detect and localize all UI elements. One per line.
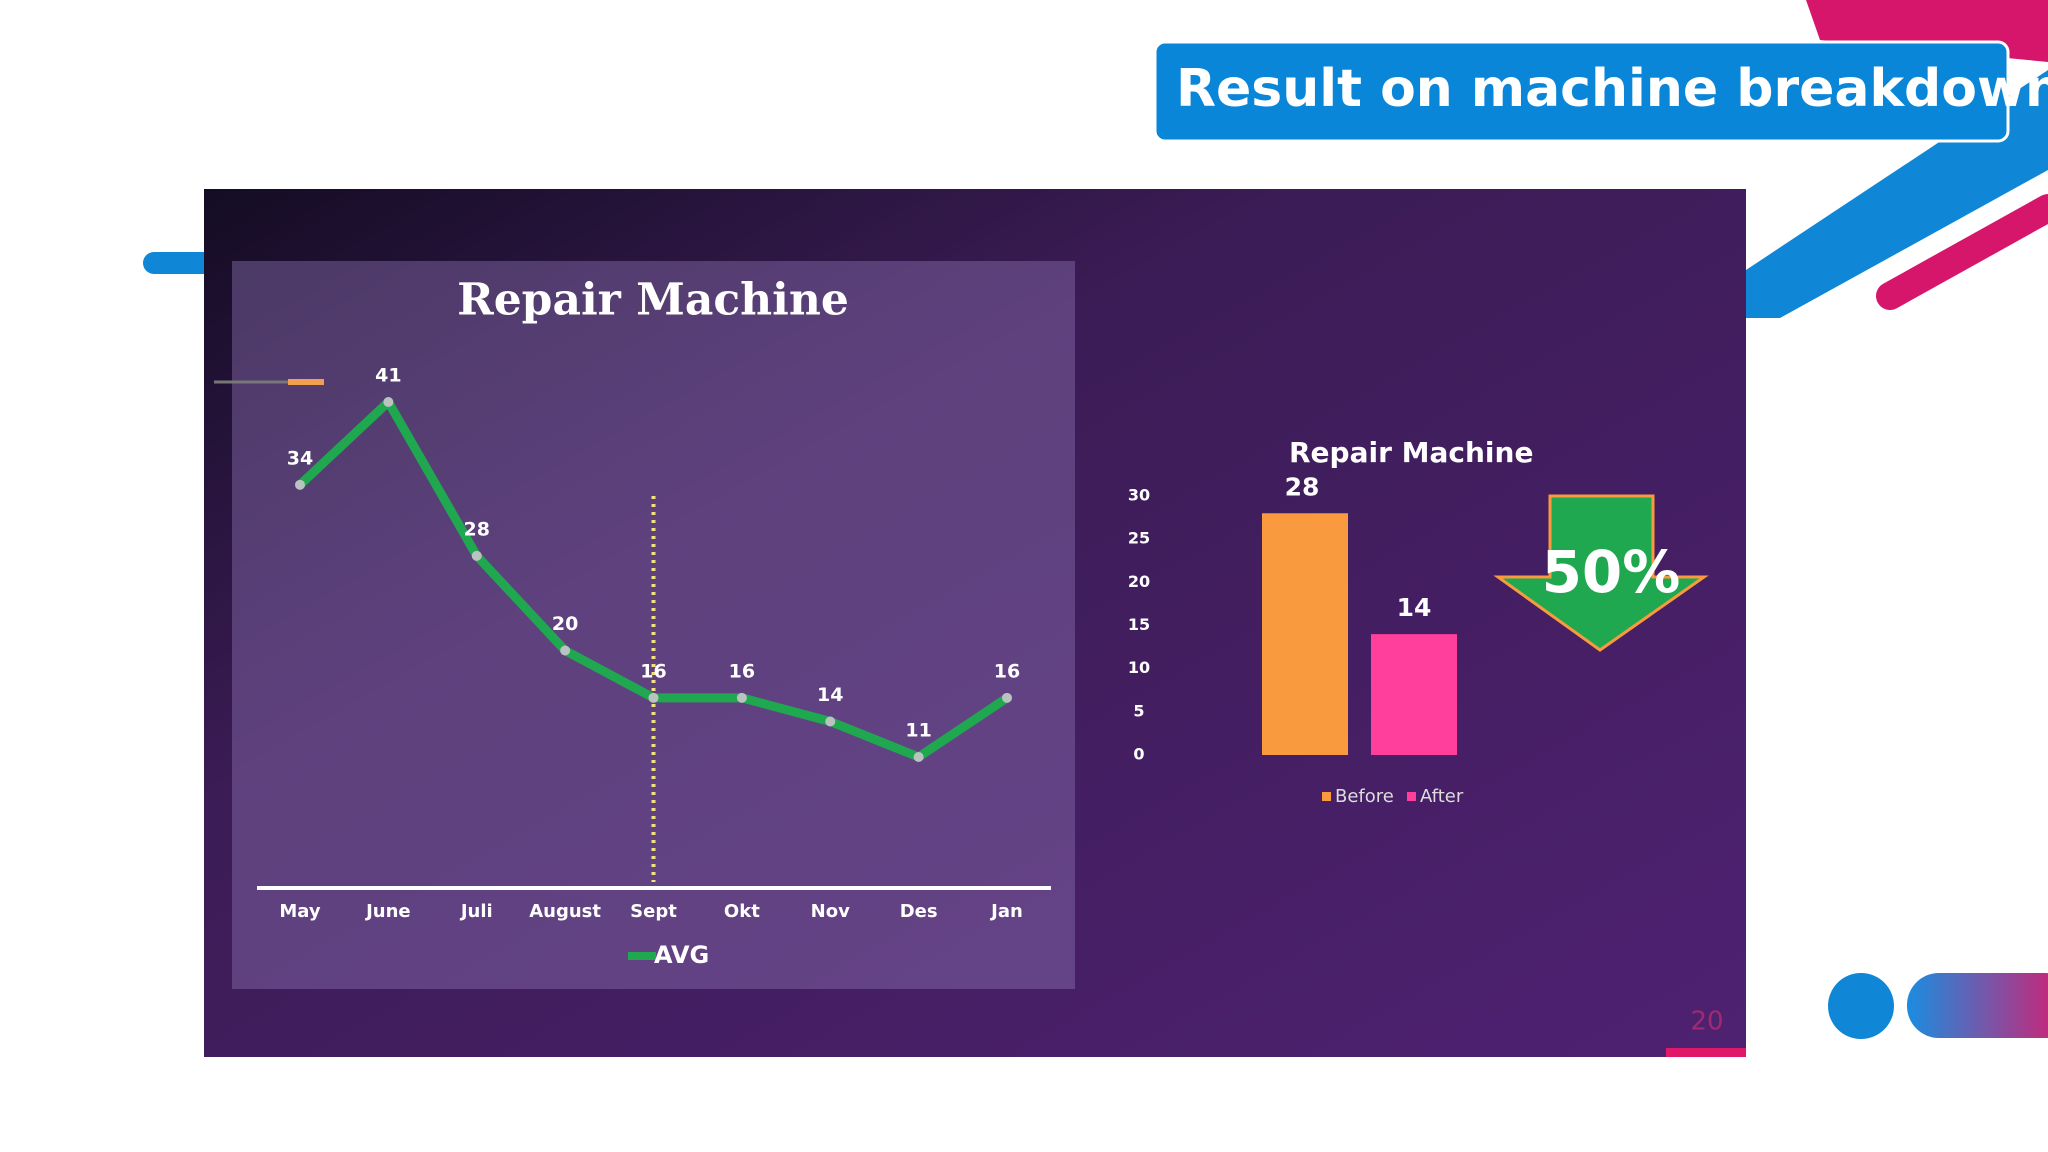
y-tick-label: 10 [1128, 658, 1150, 677]
y-tick-label: 5 [1133, 701, 1144, 720]
point [913, 752, 924, 762]
annotation-arrow [1493, 494, 1709, 652]
legend-swatch [1407, 792, 1416, 801]
y-tick-label: 15 [1128, 615, 1150, 634]
x-tick-label: Nov [811, 901, 850, 922]
decor-bar [1666, 1048, 1746, 1057]
data-label: 11 [905, 720, 931, 742]
point [471, 550, 482, 561]
decor-circle [1828, 973, 1894, 1039]
bar [1262, 513, 1348, 755]
data-label: 14 [817, 684, 843, 706]
slide-image [204, 189, 1746, 1057]
data-label: 34 [287, 447, 313, 469]
point [736, 692, 747, 703]
x-tick-label: Okt [724, 901, 760, 922]
data-label: 20 [552, 613, 578, 635]
x-tick-label: June [364, 901, 411, 922]
point [383, 397, 394, 407]
header-box [1153, 40, 2010, 143]
x-tick-label: Sept [630, 901, 677, 922]
legend-label: Before [1335, 786, 1394, 807]
data-label: 41 [375, 365, 401, 387]
chart-title: Repair Machine [1289, 436, 1533, 469]
decor-pill [1907, 973, 2048, 1038]
y-tick-label: 0 [1133, 745, 1144, 764]
data-label: 14 [1397, 593, 1432, 622]
x-tick-label: May [279, 901, 321, 922]
annotation: 50% [1542, 538, 1681, 606]
header-title: Result on machine breakdown [1176, 59, 2048, 119]
data-label: 16 [729, 660, 755, 682]
y-tick-label: 25 [1128, 529, 1150, 548]
page-number: 20 [1690, 1007, 1723, 1037]
x-tick-label: Des [900, 901, 938, 922]
point [1002, 692, 1012, 703]
data-label: 16 [640, 660, 666, 682]
data-label: 28 [1285, 472, 1320, 501]
legend-label: After [1420, 786, 1464, 807]
data-label: 16 [994, 660, 1020, 682]
point [295, 479, 305, 490]
point [560, 645, 571, 656]
bar [1371, 634, 1457, 755]
y-tick-label: 30 [1128, 486, 1150, 505]
x-tick-label: Jan [989, 901, 1023, 922]
x-tick-label: Juli [459, 901, 493, 922]
legend-swatch [1322, 792, 1331, 801]
decor-stripe [1876, 194, 2048, 310]
x-tick-label: August [529, 901, 601, 922]
charts: Repair Machine May June Juli August Sept Okt No… [257, 275, 1709, 969]
data-label: 28 [464, 518, 490, 540]
legend-label: AVG [654, 941, 709, 969]
y-tick-label: 20 [1128, 572, 1150, 591]
point [825, 716, 836, 727]
point [648, 692, 659, 703]
chart-title: Repair Machine [457, 275, 849, 326]
